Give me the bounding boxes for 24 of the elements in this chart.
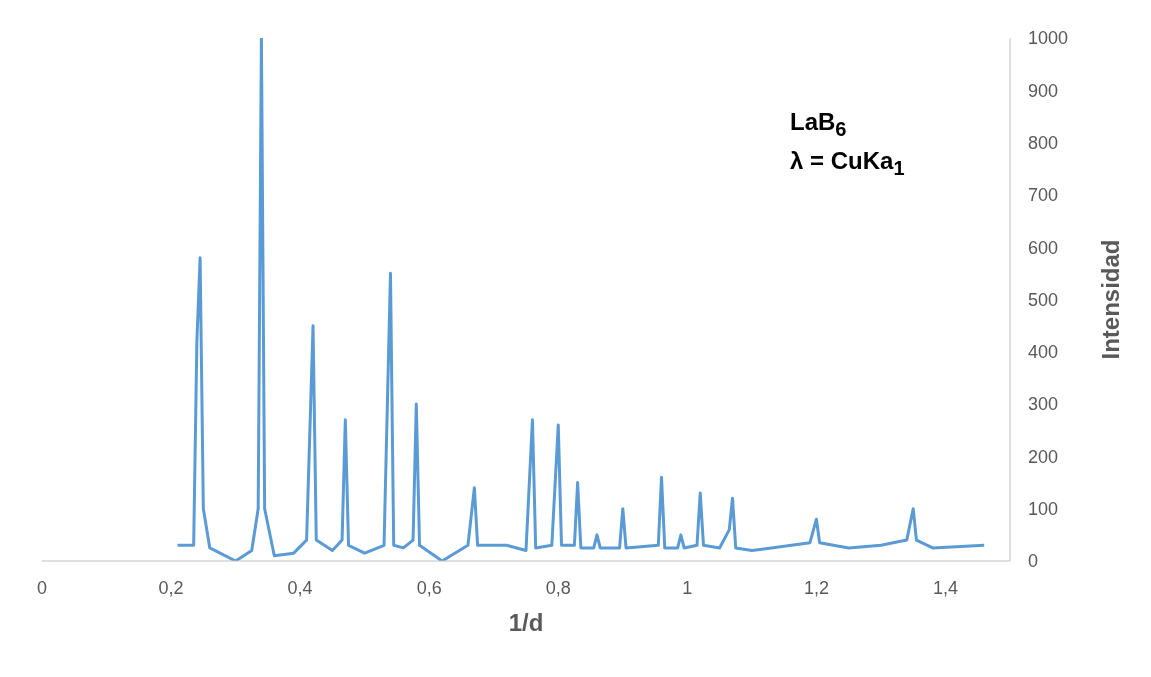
- annotation: LaB$_{6}$: [790, 107, 848, 142]
- x-tick-label: 1,2: [803, 577, 829, 598]
- y-tick-label: 200: [1028, 446, 1059, 467]
- y-tick-label: 400: [1028, 342, 1059, 363]
- x-tick-label: 0,6: [416, 577, 442, 598]
- y-tick-label: 300: [1028, 394, 1059, 415]
- y-tick-label: 600: [1028, 237, 1059, 258]
- x-tick-label: 1: [682, 577, 693, 598]
- x-tick-label: 0: [36, 577, 48, 598]
- y-tick-label: 800: [1028, 132, 1059, 153]
- y-tick-label: 100: [1028, 499, 1059, 520]
- line-series: [176, 38, 986, 561]
- y-axis-title: Intensidad: [1096, 239, 1124, 360]
- y-tick-label: 0: [1028, 551, 1039, 572]
- x-tick-label: 0,4: [287, 577, 313, 598]
- x-axis-title: 1/d: [508, 609, 544, 636]
- x-tick-label: 1,4: [932, 577, 958, 598]
- annotation: λ = CuKa$_{1}$: [790, 145, 905, 181]
- y-tick-label: 900: [1028, 80, 1059, 101]
- x-tick-label: 0,2: [158, 577, 184, 598]
- y-tick-label: 500: [1028, 289, 1059, 310]
- x-tick-label: 0,8: [545, 577, 571, 598]
- y-tick-label: 700: [1028, 185, 1059, 206]
- y-tick-label: 1000: [1028, 28, 1069, 49]
